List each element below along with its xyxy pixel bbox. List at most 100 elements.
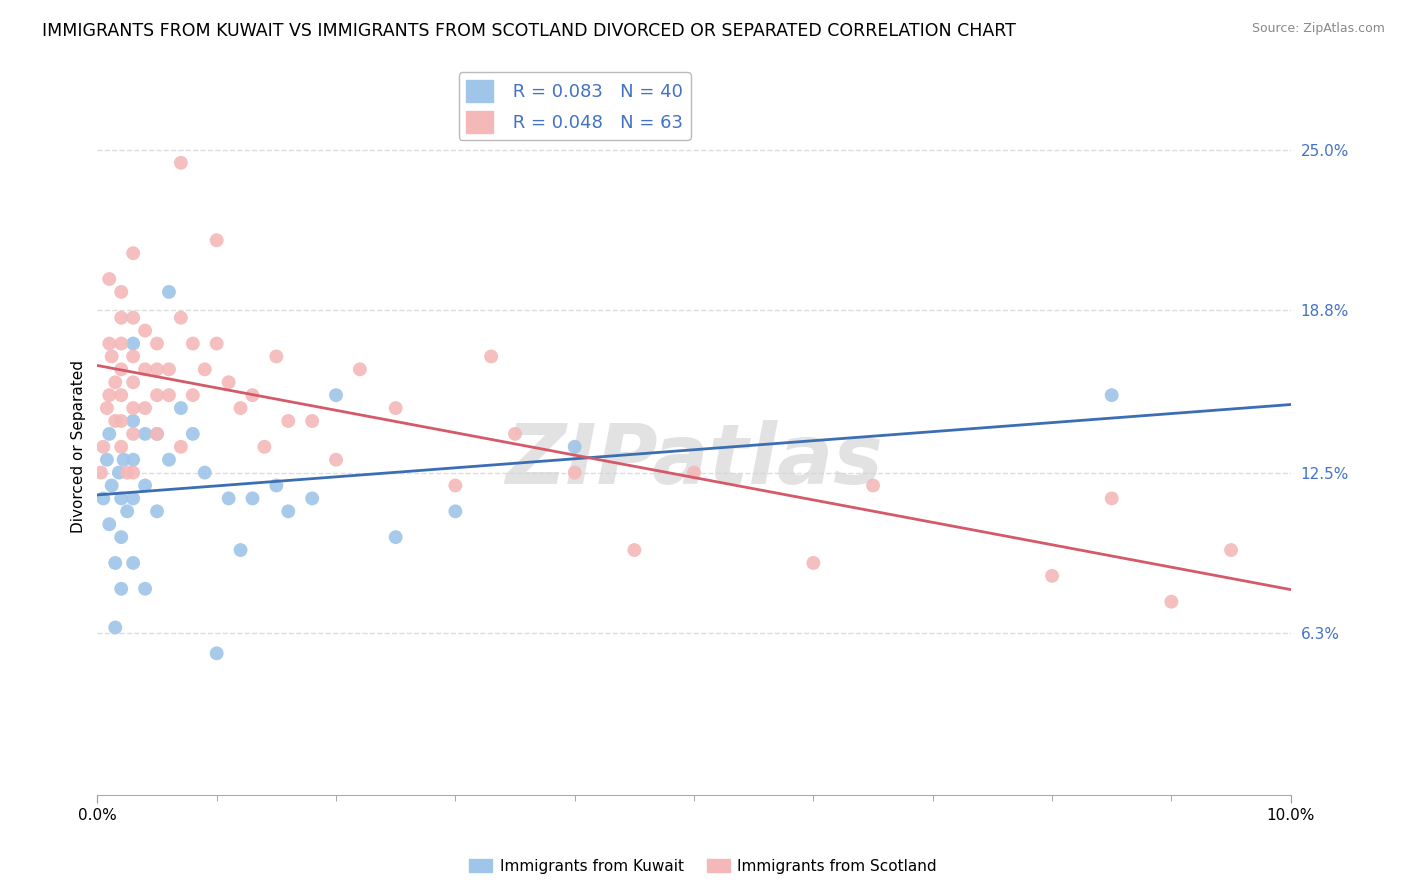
Point <box>115 466 138 480</box>
Point <box>181 336 204 351</box>
Point <box>98 336 121 351</box>
Point <box>91 440 114 454</box>
Point <box>1220 543 1243 558</box>
Point <box>104 414 127 428</box>
Point <box>122 246 145 260</box>
Point <box>110 582 132 596</box>
Point <box>229 401 252 415</box>
Point <box>122 336 145 351</box>
Point <box>384 401 406 415</box>
Point <box>104 620 127 634</box>
Point <box>146 362 169 376</box>
Point <box>110 530 132 544</box>
Point <box>110 388 132 402</box>
Point <box>146 336 169 351</box>
Point <box>104 556 127 570</box>
Point <box>108 466 131 480</box>
Point <box>1040 569 1063 583</box>
Text: IMMIGRANTS FROM KUWAIT VS IMMIGRANTS FROM SCOTLAND DIVORCED OR SEPARATED CORRELA: IMMIGRANTS FROM KUWAIT VS IMMIGRANTS FRO… <box>42 22 1017 40</box>
Point <box>242 491 264 506</box>
Point <box>277 414 299 428</box>
Point <box>194 466 217 480</box>
Point <box>1160 595 1182 609</box>
Point <box>862 478 884 492</box>
Point <box>134 426 156 441</box>
Point <box>122 350 145 364</box>
Point <box>110 414 132 428</box>
Point <box>100 478 122 492</box>
Point <box>181 426 204 441</box>
Point <box>104 376 127 390</box>
Point <box>134 478 156 492</box>
Point <box>205 336 228 351</box>
Point <box>194 362 217 376</box>
Point <box>266 350 288 364</box>
Point <box>157 452 180 467</box>
Point <box>122 426 145 441</box>
Point <box>170 440 193 454</box>
Point <box>170 156 193 170</box>
Point <box>170 310 193 325</box>
Point <box>266 478 288 492</box>
Point <box>683 466 706 480</box>
Point <box>98 272 121 286</box>
Point <box>91 491 114 506</box>
Point <box>242 388 264 402</box>
Point <box>205 646 228 660</box>
Point <box>122 376 145 390</box>
Point <box>564 466 586 480</box>
Point <box>122 401 145 415</box>
Point <box>98 426 121 441</box>
Point <box>803 556 825 570</box>
Point <box>96 452 118 467</box>
Point <box>100 350 122 364</box>
Point <box>229 543 252 558</box>
Legend: Immigrants from Kuwait, Immigrants from Scotland: Immigrants from Kuwait, Immigrants from … <box>463 853 943 880</box>
Point <box>349 362 371 376</box>
Point <box>384 530 406 544</box>
Point <box>205 233 228 247</box>
Point <box>110 310 132 325</box>
Point <box>218 376 240 390</box>
Point <box>218 491 240 506</box>
Point <box>623 543 645 558</box>
Point <box>110 440 132 454</box>
Text: ZIPatlas: ZIPatlas <box>505 420 883 501</box>
Point <box>146 504 169 518</box>
Point <box>122 452 145 467</box>
Point <box>479 350 502 364</box>
Point <box>181 388 204 402</box>
Point <box>122 556 145 570</box>
Point <box>157 388 180 402</box>
Point <box>134 401 156 415</box>
Point <box>564 440 586 454</box>
Point <box>110 285 132 299</box>
Point <box>146 388 169 402</box>
Point <box>98 517 121 532</box>
Point <box>146 426 169 441</box>
Point <box>96 401 118 415</box>
Point <box>134 324 156 338</box>
Point <box>301 414 323 428</box>
Point <box>122 491 145 506</box>
Point <box>444 478 467 492</box>
Point <box>134 362 156 376</box>
Point <box>1101 388 1123 402</box>
Legend:  R = 0.083   N = 40,  R = 0.048   N = 63: R = 0.083 N = 40, R = 0.048 N = 63 <box>458 72 690 140</box>
Point <box>134 582 156 596</box>
Point <box>325 452 347 467</box>
Point <box>503 426 526 441</box>
Point <box>146 426 169 441</box>
Point <box>444 504 467 518</box>
Point <box>90 466 112 480</box>
Text: Source: ZipAtlas.com: Source: ZipAtlas.com <box>1251 22 1385 36</box>
Point <box>98 388 121 402</box>
Point <box>122 310 145 325</box>
Point <box>301 491 323 506</box>
Point <box>110 491 132 506</box>
Point <box>170 401 193 415</box>
Point <box>122 466 145 480</box>
Point <box>277 504 299 518</box>
Point <box>1101 491 1123 506</box>
Point <box>325 388 347 402</box>
